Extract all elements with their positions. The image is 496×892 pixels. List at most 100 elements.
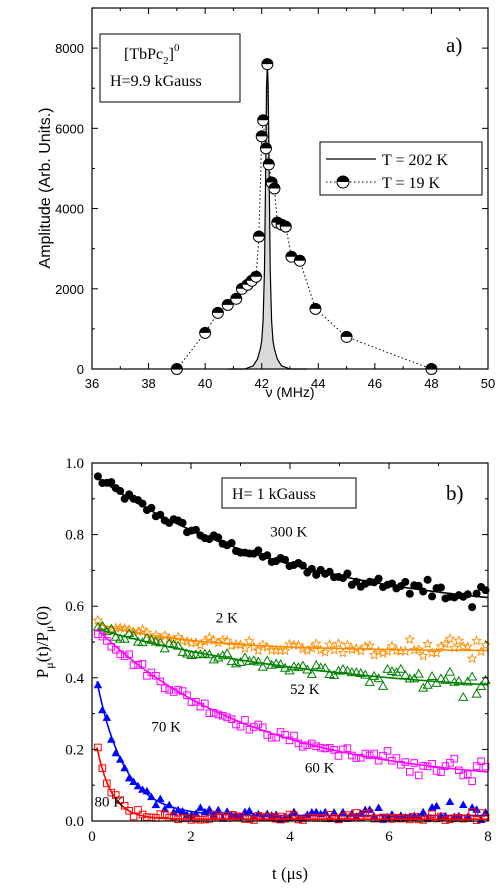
panel-b-y-tick-label: 0.0 [65,814,84,830]
series-300k-label: 300 K [270,524,307,540]
series-80k-point [125,806,133,815]
panel-b-y-axis-label: Pμ(t)/Pμ(0) [33,606,56,678]
series-300k-point [414,581,423,590]
series-52k-point [324,669,335,679]
series-2k-point [341,639,353,650]
series-52k-point [293,662,304,672]
series-2k-point [462,641,474,652]
series-300k-fit [96,476,489,599]
panel-b-annotation: H= 1 kGauss [232,486,316,503]
series-52k-point [471,688,482,698]
series-52k-point [417,682,429,692]
series-60k-point [192,698,200,706]
series-52k-point [426,670,438,680]
series-60k-label: 60 K [305,761,335,777]
series-19k-point [199,326,212,339]
series-2k-point [480,639,491,650]
series-52k-point [355,667,366,677]
series-2k-point [324,638,336,650]
panel-a-annotation-box [99,33,241,103]
series-19k-point [279,220,292,233]
series-80k-point [299,816,307,824]
series-70k-point [311,807,321,816]
series-60k-point [383,747,392,755]
panel-a-ticks: 36 38 40 42 44 46 48 50 0 2000 4000 6000 8000 [55,7,495,391]
series-52k-point [235,656,246,666]
series-2k-point [408,644,420,655]
panel-b-ticks: 0 2 4 6 8 0.0 0.2 0.4 0.6 0.8 1.0 [65,456,492,845]
panel-a: 36 38 40 42 44 46 48 50 0 2000 4000 6000 8000 ν (MHz… [37,7,495,400]
series-2k-point [101,625,113,636]
series-70k-point [138,785,147,793]
series-60k-point [472,762,481,770]
series-52k-point [395,663,407,673]
series-52k-point [440,674,451,684]
series-52k-point [270,658,282,668]
series-60k-point [405,767,414,776]
panel-a-x-tick-label: 38 [141,376,155,391]
series-52k-point [230,658,242,668]
series-70k-point [289,807,299,816]
series-300k-point [436,583,445,592]
series-60k-point [156,677,165,686]
panel-b-y-tick-label: 0.8 [65,528,84,544]
series-52k-point [257,661,268,671]
series-70k-point [320,807,330,816]
series-60k-point [397,760,405,769]
series-60k-point [437,768,445,777]
series-70k-point [245,806,254,815]
series-52k-point [386,666,398,676]
series-2k-point [413,643,425,655]
series-70k-point [329,807,339,816]
series-60k-fit [96,628,489,773]
series-52k-point [422,679,433,689]
series-2k-point [417,650,429,661]
series-300k-point [423,575,432,584]
panel-b-label: b) [446,481,464,505]
series-80k-point [441,816,450,824]
series-2k-point [377,647,389,658]
series-52k-point [177,646,188,656]
series-19k-point [257,114,270,127]
panel-a-y-tick-label: 4000 [55,202,84,217]
series-300k-point [463,590,472,599]
series-60k-point [290,731,298,740]
series-2k-point [431,647,442,658]
panel-a-annotation-field: H=9.9 kGauss [110,73,202,90]
series-52k-point [248,655,260,665]
panel-b-x-tick-label: 6 [385,829,393,845]
series-80k-label: 80 K [94,795,124,811]
series-300k-point [419,587,428,596]
series-19k-point [309,302,322,315]
series-2k-point [382,645,393,656]
series-2k-label: 2 K [216,610,238,626]
panel-b: 0 2 4 6 8 0.0 0.2 0.4 0.6 0.8 1.0 t (μs) Pμ(t)/Pμ(… [33,456,492,883]
series-70k-point [472,805,481,813]
legend-marker-19k [336,175,350,189]
series-52k-point [288,661,300,671]
panel-b-series-labels: 300 K 2 K 52 K 60 K 70 K 80 K [94,524,334,810]
series-60k-point [374,756,383,765]
series-52k-point [150,636,162,646]
series-202k-line [227,64,307,370]
series-60k-point [477,757,485,766]
series-60k-point [446,759,454,767]
series-52k-point [466,671,478,681]
series-52k-point [377,680,389,690]
series-52k-point [373,673,384,683]
series-60k-point [450,754,459,763]
series-300k-point [343,569,352,578]
series-19k-point [261,58,274,71]
series-60k-point [392,754,401,762]
series-2k-point [333,638,344,649]
series-80k-point [134,806,142,814]
series-70k-point [156,794,165,803]
series-60k-point [365,751,374,760]
series-2k-point [471,635,483,646]
panel-a-y-tick-label: 6000 [55,121,84,136]
series-52k-point [333,665,344,675]
series-60k-point [250,723,258,731]
series-52k-point [351,667,362,677]
series-52k-point [475,681,487,691]
series-2k-point [190,636,202,648]
